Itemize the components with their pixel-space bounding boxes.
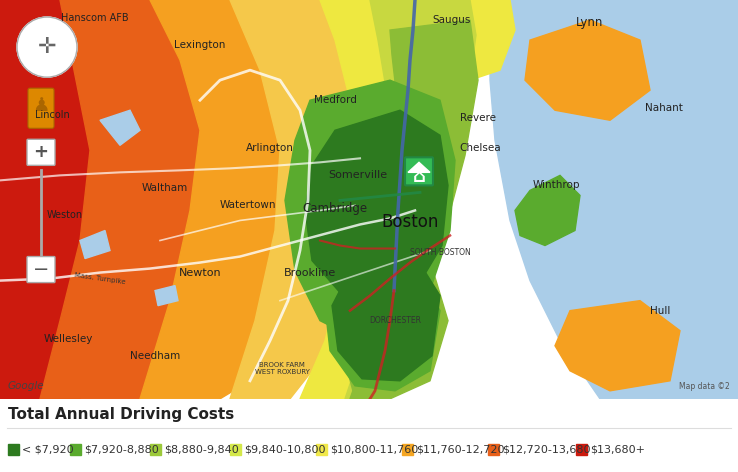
Polygon shape bbox=[230, 0, 405, 399]
Text: BROOK FARM
WEST ROXBURY: BROOK FARM WEST ROXBURY bbox=[255, 362, 309, 375]
Text: Total Annual Driving Costs: Total Annual Driving Costs bbox=[8, 407, 234, 422]
Text: Brookline: Brookline bbox=[284, 268, 336, 278]
Text: Boston: Boston bbox=[382, 213, 438, 231]
Text: ♟: ♟ bbox=[32, 96, 49, 115]
Polygon shape bbox=[515, 176, 580, 245]
Text: Somerville: Somerville bbox=[328, 170, 387, 180]
Bar bbox=[230, 445, 241, 455]
Text: $10,800-11,760: $10,800-11,760 bbox=[330, 445, 418, 455]
Polygon shape bbox=[555, 301, 680, 391]
Text: Chelsea: Chelsea bbox=[459, 143, 501, 153]
Polygon shape bbox=[332, 255, 440, 381]
Bar bbox=[488, 445, 499, 455]
Text: $12,720-13,680: $12,720-13,680 bbox=[502, 445, 590, 455]
Text: Weston: Weston bbox=[47, 211, 83, 220]
Polygon shape bbox=[0, 341, 80, 399]
FancyBboxPatch shape bbox=[27, 139, 55, 165]
Bar bbox=[576, 445, 587, 455]
Polygon shape bbox=[408, 162, 430, 172]
Polygon shape bbox=[100, 110, 140, 145]
Polygon shape bbox=[345, 261, 448, 399]
Text: Lynn: Lynn bbox=[576, 16, 604, 28]
Polygon shape bbox=[345, 0, 476, 399]
Text: Winthrop: Winthrop bbox=[532, 180, 580, 190]
Bar bbox=[402, 445, 413, 455]
Polygon shape bbox=[155, 286, 178, 306]
Text: $13,680+: $13,680+ bbox=[590, 445, 645, 455]
Polygon shape bbox=[305, 110, 448, 301]
Text: $8,880-9,840: $8,880-9,840 bbox=[164, 445, 239, 455]
Text: −: − bbox=[32, 260, 49, 279]
Text: Google: Google bbox=[8, 381, 44, 391]
Text: Lincoln: Lincoln bbox=[35, 110, 69, 120]
Text: Saugus: Saugus bbox=[432, 15, 471, 25]
Text: Lexington: Lexington bbox=[174, 40, 226, 50]
Text: Arlington: Arlington bbox=[246, 143, 294, 153]
FancyBboxPatch shape bbox=[27, 257, 55, 283]
Text: $11,760-12,720: $11,760-12,720 bbox=[416, 445, 505, 455]
Text: Newton: Newton bbox=[179, 268, 221, 278]
Polygon shape bbox=[530, 140, 620, 220]
Polygon shape bbox=[350, 20, 478, 399]
Text: ⌂: ⌂ bbox=[413, 169, 425, 186]
Polygon shape bbox=[430, 0, 515, 80]
Text: Needham: Needham bbox=[130, 351, 180, 361]
Polygon shape bbox=[80, 230, 110, 259]
Text: DORCHESTER: DORCHESTER bbox=[369, 316, 421, 325]
Text: SOUTH BOSTON: SOUTH BOSTON bbox=[410, 248, 470, 257]
Text: Medford: Medford bbox=[314, 95, 356, 105]
Polygon shape bbox=[40, 0, 250, 399]
FancyBboxPatch shape bbox=[28, 88, 54, 128]
Polygon shape bbox=[140, 0, 360, 399]
Polygon shape bbox=[420, 25, 450, 48]
Text: $7,920-8,880: $7,920-8,880 bbox=[84, 445, 159, 455]
Polygon shape bbox=[0, 0, 150, 399]
Text: Nahant: Nahant bbox=[645, 103, 683, 113]
Polygon shape bbox=[525, 20, 650, 120]
Text: < $7,920: < $7,920 bbox=[22, 445, 74, 455]
Text: ✛: ✛ bbox=[38, 37, 56, 57]
Polygon shape bbox=[490, 0, 738, 399]
Text: $9,840-10,800: $9,840-10,800 bbox=[244, 445, 325, 455]
Polygon shape bbox=[0, 190, 80, 320]
Polygon shape bbox=[610, 291, 738, 399]
Text: Cambridge: Cambridge bbox=[303, 202, 368, 215]
Bar bbox=[70, 445, 81, 455]
Text: Wellesley: Wellesley bbox=[44, 334, 93, 344]
Text: +: + bbox=[33, 143, 49, 161]
Polygon shape bbox=[350, 22, 378, 44]
Text: Waltham: Waltham bbox=[142, 184, 188, 194]
Bar bbox=[8, 445, 19, 455]
Text: Hull: Hull bbox=[650, 306, 670, 316]
FancyBboxPatch shape bbox=[405, 157, 433, 185]
Polygon shape bbox=[300, 0, 468, 399]
Bar bbox=[316, 445, 327, 455]
Polygon shape bbox=[285, 80, 455, 341]
Text: Mass. Turnpike: Mass. Turnpike bbox=[74, 272, 126, 285]
Circle shape bbox=[17, 17, 77, 77]
Polygon shape bbox=[0, 0, 100, 120]
Polygon shape bbox=[550, 0, 738, 120]
Text: Revere: Revere bbox=[460, 113, 496, 123]
Polygon shape bbox=[325, 266, 440, 391]
Text: Watertown: Watertown bbox=[220, 201, 276, 211]
Text: Hanscom AFB: Hanscom AFB bbox=[61, 13, 129, 23]
Text: Map data ©2: Map data ©2 bbox=[679, 382, 730, 391]
Bar bbox=[150, 445, 161, 455]
